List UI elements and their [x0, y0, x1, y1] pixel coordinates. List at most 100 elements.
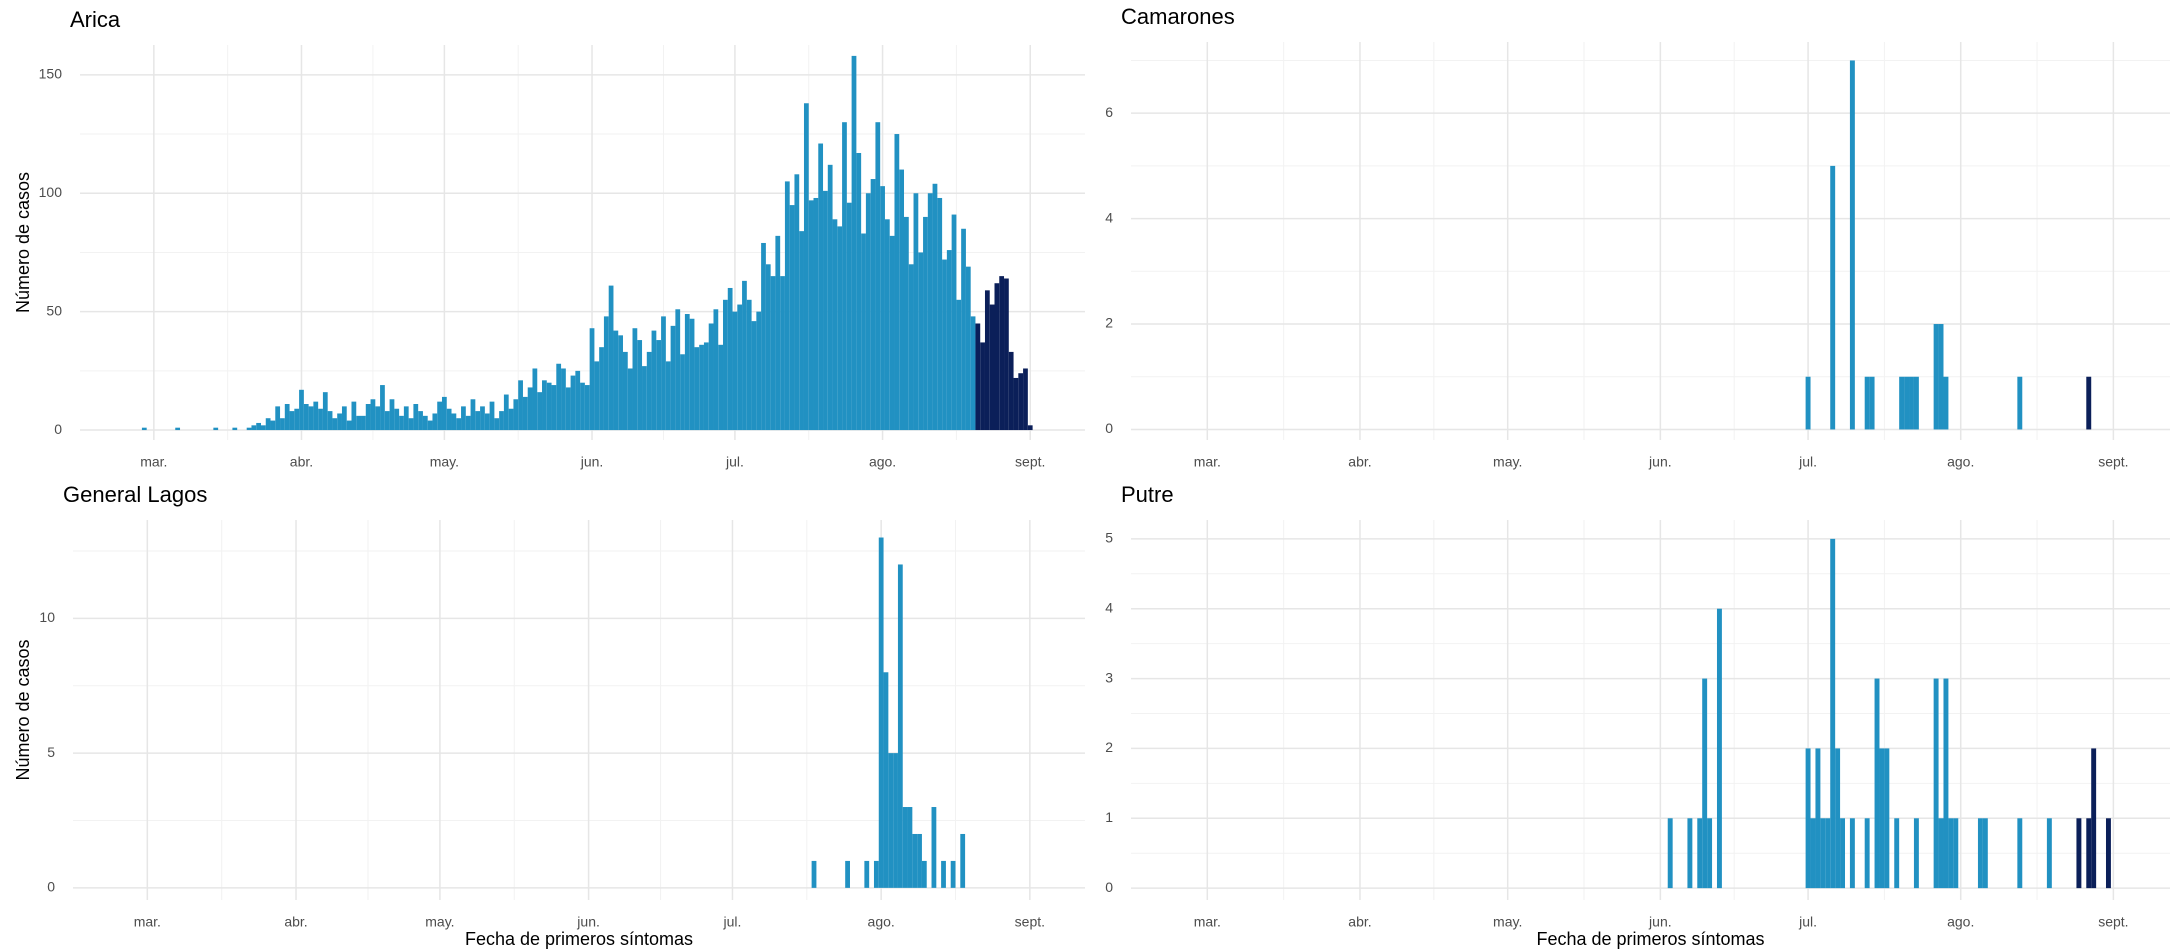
bar — [632, 328, 638, 431]
bar — [2017, 376, 2023, 430]
y-tick-label: 0 — [1105, 879, 1113, 895]
bar — [665, 361, 671, 431]
x-tick-label: jun. — [580, 454, 604, 470]
bar — [894, 134, 900, 431]
bar — [470, 399, 476, 431]
bar — [913, 193, 919, 431]
bar — [489, 401, 495, 431]
bar — [889, 235, 895, 431]
x-tick-label: abr. — [1348, 914, 1371, 930]
x-axis-label: Fecha de primeros síntomas — [1536, 929, 1764, 949]
bar — [299, 389, 304, 431]
bar — [2076, 818, 2082, 889]
bar — [461, 406, 466, 431]
x-tick-label: abr. — [1348, 454, 1371, 470]
y-axis-label: Número de casos — [13, 639, 33, 780]
bar — [680, 354, 685, 431]
y-tick-label: 2 — [1105, 315, 1113, 331]
bar — [846, 202, 852, 431]
x-tick-label: sept. — [2098, 914, 2128, 930]
bar — [599, 347, 604, 431]
bar — [689, 318, 695, 431]
bar — [908, 264, 914, 431]
bar — [661, 316, 666, 431]
bar — [784, 181, 790, 431]
bar — [532, 368, 538, 431]
bar — [260, 425, 266, 431]
bar — [756, 311, 762, 431]
bar — [813, 197, 819, 431]
bar — [902, 807, 908, 888]
bar — [941, 860, 946, 888]
bar — [437, 401, 442, 431]
bar — [703, 342, 709, 431]
bar — [418, 411, 423, 431]
bar — [275, 406, 281, 431]
bar — [832, 219, 838, 431]
bar — [2046, 818, 2052, 889]
bar — [864, 860, 870, 888]
y-tick-label: 4 — [1105, 599, 1113, 615]
y-tick-label: 4 — [1105, 209, 1113, 225]
bar — [818, 143, 824, 431]
bar — [765, 264, 771, 431]
y-tick-label: 5 — [47, 744, 55, 760]
bar — [751, 321, 757, 431]
bar — [923, 216, 928, 431]
x-tick-label: abr. — [284, 914, 307, 930]
bar — [565, 387, 571, 431]
bar — [732, 311, 738, 431]
bar — [870, 179, 876, 431]
bar — [356, 415, 362, 431]
bar — [808, 200, 814, 431]
y-tick-label: 3 — [1105, 669, 1113, 685]
x-tick-label: ago. — [869, 454, 896, 470]
bar — [1687, 818, 1693, 889]
bar — [399, 415, 404, 431]
bar — [2091, 748, 2097, 889]
bar — [845, 860, 850, 888]
bar — [737, 304, 743, 431]
x-tick-label: may. — [430, 454, 459, 470]
bar — [627, 368, 633, 431]
x-tick-label: may. — [1493, 454, 1522, 470]
bar — [213, 427, 219, 431]
bar — [875, 122, 881, 431]
bar — [556, 363, 562, 431]
x-tick-label: mar. — [1194, 914, 1221, 930]
bar — [475, 411, 481, 431]
bar — [1815, 748, 1821, 889]
bar — [422, 415, 428, 431]
x-tick-label: jul. — [723, 914, 742, 930]
bar — [1913, 376, 1919, 430]
bar — [897, 564, 903, 888]
bar — [770, 276, 776, 431]
bar — [727, 287, 733, 431]
bar — [256, 422, 261, 431]
x-tick-label: jul. — [725, 454, 744, 470]
bar — [413, 404, 419, 431]
bar — [546, 382, 552, 431]
x-tick-label: jul. — [1798, 914, 1817, 930]
bar — [584, 385, 590, 431]
bar — [956, 299, 962, 431]
y-tick-label: 150 — [39, 66, 63, 82]
bar — [965, 266, 971, 431]
bar — [1909, 376, 1914, 430]
bar — [842, 122, 847, 431]
bar — [893, 753, 898, 888]
bar — [980, 342, 985, 431]
y-tick-label: 1 — [1105, 809, 1113, 825]
bar — [907, 807, 913, 888]
bar — [551, 385, 557, 431]
y-tick-label: 50 — [46, 302, 62, 318]
bar — [1835, 748, 1841, 889]
panel-title: Camarones — [1121, 4, 1235, 29]
bar — [2105, 818, 2111, 889]
panel-title: Arica — [70, 7, 121, 32]
bar — [699, 344, 704, 431]
bar — [1023, 368, 1028, 431]
bar — [1879, 748, 1885, 889]
bar — [873, 860, 879, 888]
